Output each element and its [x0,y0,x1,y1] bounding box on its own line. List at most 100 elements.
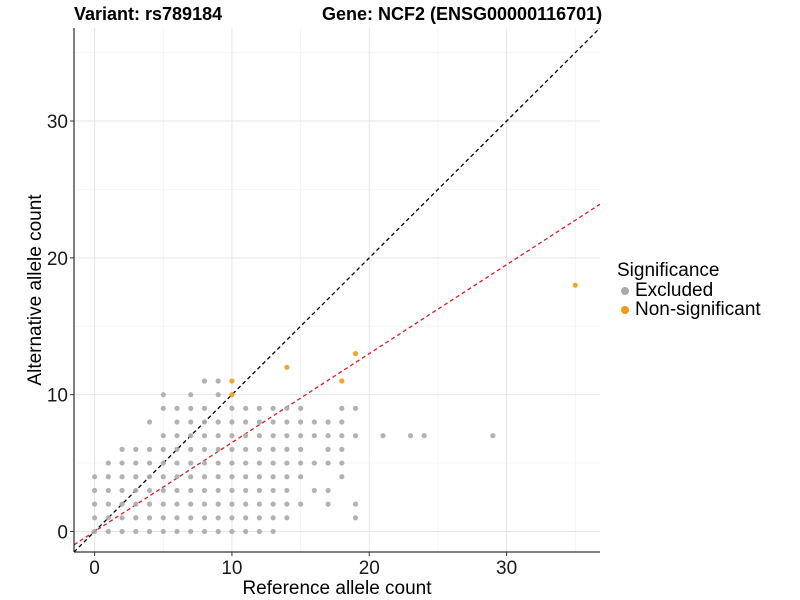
point-excluded [243,460,249,466]
point-excluded [201,446,208,452]
reference-line-fit [74,203,600,546]
point-excluded [92,487,98,494]
point-excluded [146,446,153,452]
point-excluded [160,433,166,439]
point-excluded [146,474,153,480]
point-excluded [339,474,345,480]
point-excluded [256,460,263,466]
point-excluded [92,474,98,480]
point-excluded [243,405,249,411]
point-excluded [174,515,180,521]
y-tick-label: 10 [47,386,68,407]
point-excluded [256,487,263,494]
point-excluded [146,460,153,466]
point-excluded [284,515,290,521]
point-excluded [284,460,290,466]
point-excluded [201,474,208,480]
point-excluded [119,446,125,452]
legend-item-excluded: Excluded [617,280,761,300]
point-non-significant [229,378,235,384]
point-excluded [229,405,235,411]
point-excluded [229,474,235,480]
point-excluded [160,487,166,494]
chart-title-gene: Gene: NCF2 (ENSG00000116701) [322,4,603,24]
y-tick-label: 20 [47,249,68,270]
point-excluded [188,528,194,535]
point-excluded [160,474,166,480]
point-excluded [229,446,235,452]
point-excluded [119,501,125,507]
point-excluded [270,515,276,521]
point-excluded [298,419,304,425]
point-excluded [105,528,111,535]
point-excluded [188,460,194,466]
point-excluded [284,487,290,494]
point-non-significant [572,282,578,288]
point-excluded [325,419,331,425]
point-excluded [133,487,139,494]
point-excluded [119,474,125,480]
point-excluded [325,501,331,507]
point-excluded [92,515,98,521]
x-tick-label: 30 [496,558,517,579]
point-excluded [256,515,263,521]
point-excluded [133,446,139,452]
point-excluded [105,515,111,521]
point-excluded [174,446,180,452]
point-excluded [188,474,194,480]
point-excluded [215,392,221,398]
legend: Significance Excluded Non-significant [617,260,761,320]
point-excluded [311,460,317,466]
point-excluded [188,446,194,452]
legend-title: Significance [617,260,720,281]
point-excluded [243,501,249,507]
point-excluded [311,487,317,494]
point-excluded [270,501,276,507]
point-excluded [188,515,194,521]
point-excluded [146,515,153,521]
y-tick-label: 30 [47,112,68,133]
point-non-significant [229,392,235,398]
point-excluded [160,515,166,521]
point-excluded [215,501,221,507]
point-excluded [174,405,180,411]
point-excluded [215,474,221,480]
point-excluded [339,460,345,466]
point-excluded [298,501,304,507]
point-excluded [256,433,263,439]
point-excluded [270,528,276,535]
point-excluded [174,528,180,535]
point-excluded [188,501,194,507]
point-excluded [201,419,208,425]
point-excluded [201,487,208,494]
point-excluded [298,433,304,439]
legend-swatch-excluded [621,286,629,295]
point-excluded [298,405,304,411]
point-excluded [270,446,276,452]
point-excluded [105,487,111,494]
point-excluded [243,528,249,535]
point-excluded [201,433,208,439]
point-excluded [105,474,111,480]
point-excluded [201,528,208,535]
point-excluded [311,419,317,425]
point-excluded [256,405,263,411]
point-excluded [160,405,166,411]
point-excluded [352,515,359,521]
point-excluded [284,419,290,425]
point-excluded [201,378,208,384]
x-tick-label: 10 [221,558,242,579]
point-excluded [284,446,290,452]
point-excluded [229,515,235,521]
point-excluded [325,446,331,452]
reference-lines [74,28,600,552]
point-excluded [201,501,208,507]
point-excluded [284,405,290,411]
point-excluded [270,433,276,439]
x-axis-title: Reference allele count [242,578,432,599]
point-excluded [380,433,386,439]
point-excluded [284,433,290,439]
point-excluded [243,515,249,521]
legend-item-non-significant: Non-significant [617,299,761,319]
point-excluded [215,515,221,521]
